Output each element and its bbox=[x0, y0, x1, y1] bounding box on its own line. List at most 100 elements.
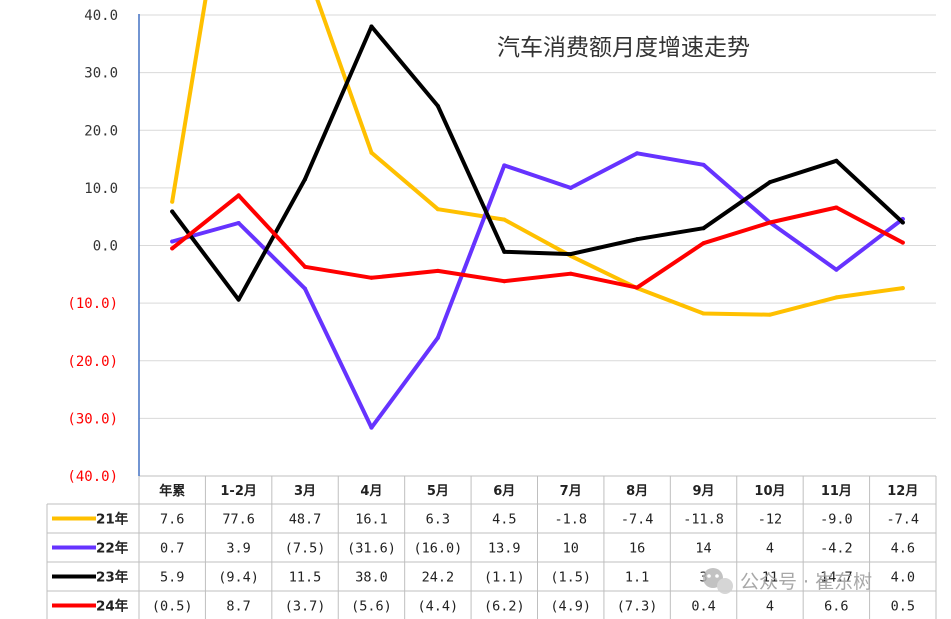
data-point bbox=[502, 249, 507, 254]
table-cell-value: (0.5) bbox=[152, 599, 193, 615]
table-cell-value: 11.5 bbox=[289, 570, 322, 586]
table-cell-value: 3.9 bbox=[226, 541, 250, 557]
table-cell-value: -9.0 bbox=[820, 512, 853, 528]
data-point bbox=[502, 279, 507, 284]
table-cell-value: -4.2 bbox=[820, 541, 853, 557]
data-point bbox=[502, 217, 507, 222]
data-point bbox=[435, 335, 440, 340]
data-point bbox=[369, 150, 374, 155]
data-point bbox=[701, 311, 706, 316]
y-tick-label: 0.0 bbox=[93, 239, 118, 255]
y-tick-label: 40.0 bbox=[84, 8, 118, 24]
y-axis-ticks: 40.0 30.0 20.0 10.0 0.0 (10.0) (20.0) (30.0) (40… bbox=[67, 8, 118, 485]
data-point bbox=[170, 209, 175, 214]
y-tick-label: (10.0) bbox=[67, 296, 118, 312]
table-cell-value: 8.7 bbox=[226, 599, 250, 615]
data-point bbox=[170, 239, 175, 244]
table-cell-value: (16.0) bbox=[413, 541, 462, 557]
watermark: 公众号 · 崔东树 bbox=[703, 568, 872, 594]
table-cell-value: 13.9 bbox=[488, 541, 521, 557]
table-cell-value: 0.4 bbox=[691, 599, 715, 615]
table-cell-value: 4.0 bbox=[891, 570, 915, 586]
data-point bbox=[435, 207, 440, 212]
table-cell-value: 16.1 bbox=[355, 512, 388, 528]
table-cell-value: 24.2 bbox=[422, 570, 455, 586]
table-cell-value: (1.5) bbox=[550, 570, 591, 586]
data-point bbox=[303, 286, 308, 291]
data-point bbox=[834, 267, 839, 272]
x-category-label: 6月 bbox=[493, 484, 515, 499]
table-cell-value: 1.1 bbox=[625, 570, 649, 586]
wechat-icon bbox=[703, 568, 733, 594]
data-point bbox=[502, 163, 507, 168]
data-point bbox=[568, 271, 573, 276]
data-point bbox=[834, 158, 839, 163]
table-cell-value: (5.6) bbox=[351, 599, 392, 615]
table-cell-value: -11.8 bbox=[683, 512, 724, 528]
table-cell-value: (1.1) bbox=[484, 570, 525, 586]
data-point bbox=[568, 252, 573, 257]
series-line-21年 bbox=[170, 0, 905, 317]
series-line-24年 bbox=[170, 193, 905, 290]
table-cell-value: -7.4 bbox=[621, 512, 654, 528]
table-cell-value: 6.3 bbox=[426, 512, 450, 528]
data-point bbox=[701, 241, 706, 246]
chart-title: 汽车消费额月度增速走势 bbox=[497, 35, 750, 61]
data-point bbox=[635, 237, 640, 242]
table-cell-value: 4.5 bbox=[492, 512, 516, 528]
data-point bbox=[236, 297, 241, 302]
x-category-label: 5月 bbox=[427, 484, 449, 499]
table-cell-value: 5.9 bbox=[160, 570, 184, 586]
x-category-label: 4月 bbox=[360, 484, 382, 499]
data-point bbox=[701, 226, 706, 231]
data-point bbox=[369, 24, 374, 29]
table-cell-value: 4 bbox=[766, 599, 774, 615]
x-category-label: 11月 bbox=[821, 484, 852, 499]
series-line-23年 bbox=[170, 24, 905, 302]
y-tick-label: (30.0) bbox=[67, 411, 118, 427]
table-cell-value: -7.4 bbox=[887, 512, 920, 528]
table-cell-value: 14 bbox=[695, 541, 711, 557]
table-cell-value: (3.7) bbox=[285, 599, 326, 615]
x-category-label: 9月 bbox=[693, 484, 715, 499]
table-cell-value: (31.6) bbox=[347, 541, 396, 557]
data-point bbox=[435, 104, 440, 109]
x-category-label: 3月 bbox=[294, 484, 316, 499]
table-cell-value: 4 bbox=[766, 541, 774, 557]
data-point bbox=[236, 193, 241, 198]
data-point bbox=[900, 220, 905, 225]
x-category-label: 12月 bbox=[887, 484, 918, 499]
watermark-text: 公众号 · 崔东树 bbox=[740, 571, 872, 593]
table-cell-value: 38.0 bbox=[355, 570, 388, 586]
table-cell-value: 4.6 bbox=[891, 541, 915, 557]
legend-series-name: 22年 bbox=[96, 540, 129, 557]
x-category-label: 1-2月 bbox=[220, 484, 257, 499]
table-cell-value: 77.6 bbox=[222, 512, 255, 528]
table-cell-value: (4.9) bbox=[550, 599, 591, 615]
table-cell-value: 16 bbox=[629, 541, 645, 557]
data-point bbox=[369, 425, 374, 430]
data-point bbox=[236, 221, 241, 226]
table-cell-value: 7.6 bbox=[160, 512, 184, 528]
data-point bbox=[701, 162, 706, 167]
data-point bbox=[170, 199, 175, 204]
data-point bbox=[767, 220, 772, 225]
table-cell-value: 10 bbox=[563, 541, 579, 557]
data-point bbox=[303, 177, 308, 182]
y-tick-label: 10.0 bbox=[84, 181, 118, 197]
table-cell-value: (4.4) bbox=[418, 599, 459, 615]
table-cell-value: (7.3) bbox=[617, 599, 658, 615]
table-cell-value: 6.6 bbox=[824, 599, 848, 615]
legend-series-name: 24年 bbox=[96, 598, 129, 615]
data-point bbox=[834, 295, 839, 300]
table-cell-value: (7.5) bbox=[285, 541, 326, 557]
data-point bbox=[900, 240, 905, 245]
legend-series-name: 21年 bbox=[96, 511, 129, 528]
x-category-label: 8月 bbox=[626, 484, 648, 499]
table-cell-value: -1.8 bbox=[554, 512, 587, 528]
data-point bbox=[635, 151, 640, 156]
data-point bbox=[635, 285, 640, 290]
y-tick-label: (40.0) bbox=[67, 469, 118, 485]
data-point bbox=[303, 264, 308, 269]
